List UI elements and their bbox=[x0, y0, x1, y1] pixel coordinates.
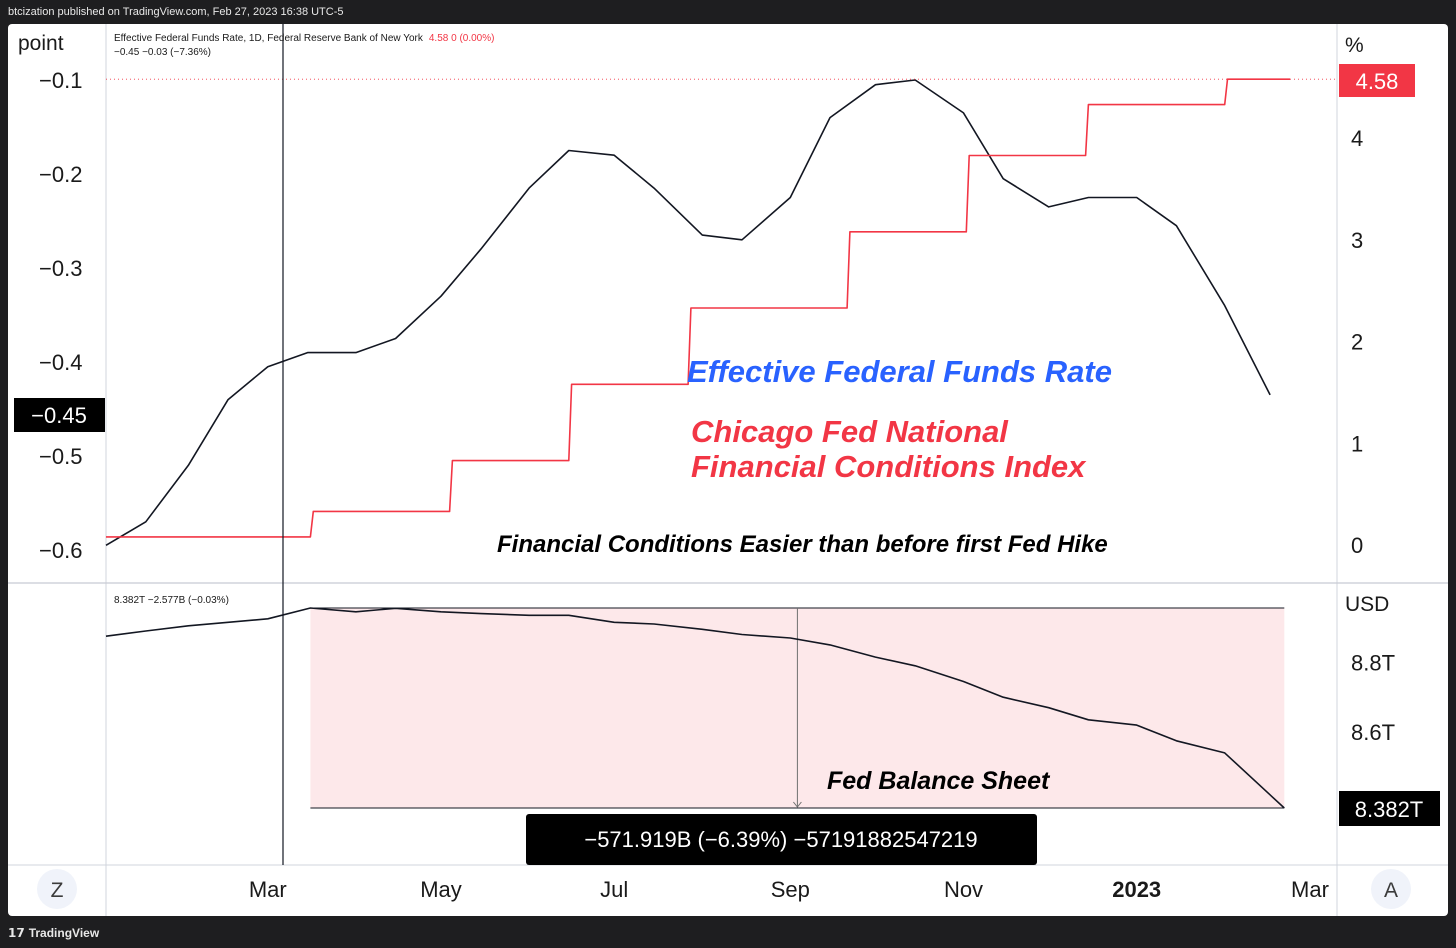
legend-top-line1: Effective Federal Funds Rate, 1D, Federa… bbox=[114, 33, 494, 44]
left-tick-label: −0.1 bbox=[39, 68, 82, 93]
legend-bottom-line: 8.382T −2.577B (−0.03%) bbox=[114, 595, 229, 606]
series-line-balance-sheet bbox=[105, 607, 1285, 809]
left-tick-label: −0.6 bbox=[39, 538, 82, 563]
left-tick-label: −0.4 bbox=[39, 350, 82, 375]
effr-annotation: Effective Federal Funds Rate bbox=[687, 354, 1112, 389]
series-layer bbox=[105, 78, 1337, 809]
nfci-annotation-line2: Financial Conditions Index bbox=[691, 449, 1087, 484]
chart-canvas[interactable]: Effective Federal Funds Rate, 1D, Federa… bbox=[8, 24, 1448, 916]
time-tick-label: Jul bbox=[600, 877, 628, 902]
time-tick-label: Nov bbox=[944, 877, 983, 902]
time-tick-label: Mar bbox=[249, 877, 287, 902]
svg-text:8.382T: 8.382T bbox=[1355, 797, 1424, 822]
time-tick-label: Sep bbox=[771, 877, 810, 902]
measure-tool[interactable] bbox=[310, 607, 1285, 809]
svg-text:A: A bbox=[1384, 879, 1398, 902]
series-line-nfci bbox=[105, 79, 1271, 546]
right-tick-label: 3 bbox=[1351, 228, 1363, 253]
time-tick-label: Mar bbox=[1291, 877, 1329, 902]
bottom-axis-unit: USD bbox=[1345, 593, 1389, 616]
svg-text:−0.45: −0.45 bbox=[31, 403, 87, 428]
balance-sheet-annotation: Fed Balance Sheet bbox=[827, 767, 1051, 795]
right-axis-ticks: 4 3 2 1 0 bbox=[1351, 126, 1363, 558]
right-tick-label: 0 bbox=[1351, 533, 1363, 558]
measure-readout: −571.919B (−6.39%) −57191882547219 bbox=[526, 814, 1037, 865]
time-axis-ticks: Mar May Jul Sep Nov 2023 Mar bbox=[249, 877, 1329, 902]
left-last-value-tag: −0.45 bbox=[14, 398, 105, 432]
left-tick-label: −0.3 bbox=[39, 256, 82, 281]
left-axis-ticks: −0.1 −0.2 −0.3 −0.4 −0.5 −0.6 bbox=[39, 68, 82, 563]
bottom-tick-label: 8.6T bbox=[1351, 720, 1395, 745]
right-axis-unit: % bbox=[1345, 34, 1364, 57]
publish-info: btcization published on TradingView.com,… bbox=[8, 6, 344, 18]
right-last-value-tag: 4.58 bbox=[1339, 64, 1415, 97]
svg-text:−571.919B (−6.39%) −5719188254: −571.919B (−6.39%) −57191882547219 bbox=[584, 827, 977, 852]
left-tick-label: −0.2 bbox=[39, 162, 82, 187]
bottom-last-value-tag: 8.382T bbox=[1339, 791, 1440, 826]
series-line-effr bbox=[106, 78, 1290, 538]
svg-text:4.58: 4.58 bbox=[1356, 69, 1399, 94]
right-tick-label: 4 bbox=[1351, 126, 1363, 151]
chart-panel[interactable]: Effective Federal Funds Rate, 1D, Federa… bbox=[8, 24, 1448, 916]
tradingview-mark-icon: 𝟭𝟳 bbox=[8, 926, 25, 940]
conditions-annotation: Financial Conditions Easier than before … bbox=[497, 531, 1108, 558]
time-tick-label: 2023 bbox=[1112, 877, 1161, 902]
svg-text:Z: Z bbox=[51, 879, 64, 902]
right-tick-label: 2 bbox=[1351, 330, 1363, 355]
bottom-tick-label: 8.8T bbox=[1351, 650, 1395, 675]
tradingview-brand-name: TradingView bbox=[28, 926, 100, 940]
auto-scale-button[interactable]: A bbox=[1371, 869, 1411, 909]
nfci-annotation-line1: Chicago Fed National bbox=[691, 414, 1009, 449]
right-tick-label: 1 bbox=[1351, 431, 1363, 456]
measure-arrowhead bbox=[793, 801, 802, 808]
left-tick-label: −0.5 bbox=[39, 444, 82, 469]
zoom-button[interactable]: Z bbox=[37, 869, 77, 909]
legend-top-line2: −0.45 −0.03 (−7.36%) bbox=[114, 47, 211, 58]
tradingview-logo: 𝟭𝟳 TradingView bbox=[8, 926, 99, 940]
left-axis-unit: point bbox=[18, 32, 64, 55]
time-tick-label: May bbox=[420, 877, 462, 902]
bottom-axis-ticks: 8.8T 8.6T bbox=[1351, 650, 1395, 745]
